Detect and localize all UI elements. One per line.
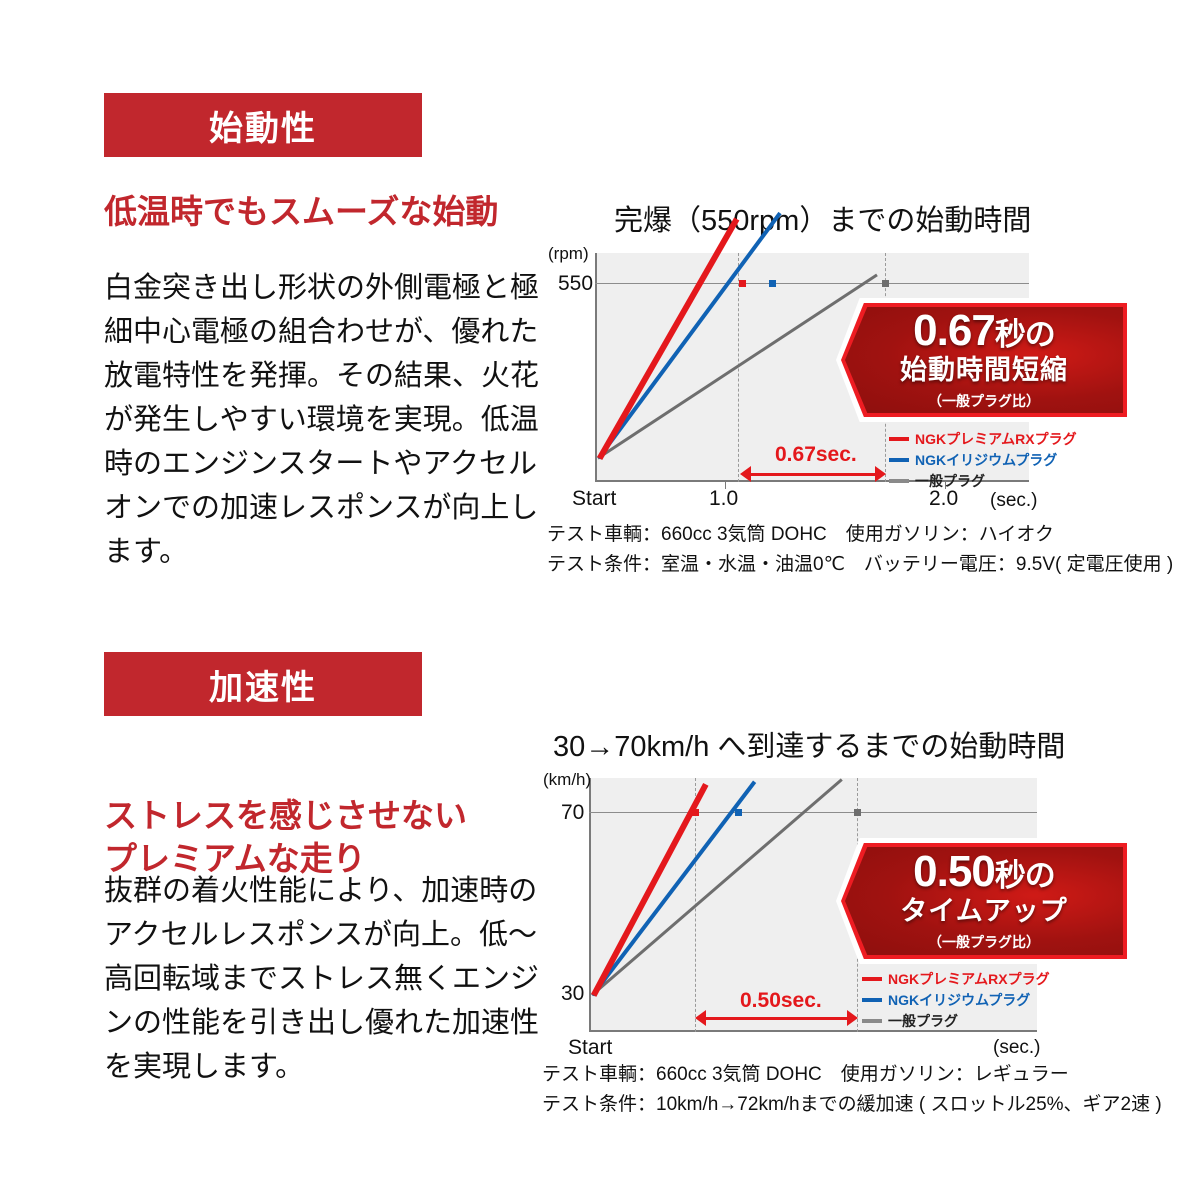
chart-1-arrow-label: 0.67sec.	[775, 443, 857, 466]
chart-2-callout-value-row: 0.50秒の	[913, 847, 1056, 897]
chart-1-point-premium-rx	[739, 280, 746, 287]
legend-label-general-2: 一般プラグ	[888, 1012, 958, 1029]
chart-2-xlabel-start: Start	[568, 1036, 613, 1059]
chart-1-y-axis-unit: (rpm)	[548, 244, 589, 263]
chart-1-callout-value-row: 0.67秒の	[913, 306, 1056, 356]
chart-2-gridline-rx	[695, 778, 696, 1032]
chart-1-xlabel-start: Start	[572, 487, 617, 510]
chart-2-arrow	[695, 1010, 858, 1026]
chart-1-xlabel-1: 1.0	[709, 487, 739, 510]
chart-2-callout-subtitle: タイムアップ	[900, 896, 1068, 927]
chart-1-note-conditions: テスト条件：室温・水温・油温0℃ バッテリー電圧：9.5V( 定電圧使用 )	[547, 554, 1174, 575]
section-tag-startability: 始動性	[104, 93, 422, 157]
body-text: 白金突き出し形状の外側電極と極細中心電極の組合わせが、優れた放電特性を発揮。その…	[104, 272, 540, 569]
section-body-startability: 白金突き出し形状の外側電極と極細中心電極の組合わせが、優れた放電特性を発揮。その…	[104, 266, 544, 575]
chart-1-arrow-line	[749, 473, 877, 476]
legend-item-general-2: 一般プラグ	[862, 1010, 1050, 1031]
chart-1-callout-value: 0.67	[913, 306, 996, 356]
legend-item-premium-rx: NGKプレミアムRXプラグ	[889, 428, 1077, 449]
legend-item-iridium: NGKイリジウムプラグ	[889, 449, 1077, 470]
chart-2-y-axis-unit: (km/h)	[543, 770, 592, 789]
body-text-2: 抜群の着火性能により、加速時のアクセルレスポンスが向上。低〜高回転域までストレス…	[104, 875, 540, 1084]
chart-2-note-vehicle: テスト車輌：660cc 3気筒 DOHC 使用ガソリン：レギュラー	[542, 1064, 1069, 1085]
legend-swatch-red-icon-2	[862, 976, 882, 981]
headline-text-2: ストレスを感じさせない プレミアムな走り	[104, 796, 467, 878]
chart-2-point-iridium	[735, 809, 742, 816]
chart-1-arrow-head-left	[740, 466, 751, 482]
chart-2-legend: NGKプレミアムRXプラグ NGKイリジウムプラグ 一般プラグ	[862, 968, 1050, 1031]
chart-2-threshold-line	[589, 812, 1037, 813]
chart-2-arrow-label: 0.50sec.	[740, 989, 822, 1012]
chart-title-2: 30→70km/h へ到達するまでの始動時間	[553, 731, 1066, 763]
chart-1-callout: 0.67秒の 始動時間短縮 （一般プラグ比）	[836, 298, 1132, 422]
chart-2-arrow-line	[704, 1017, 849, 1020]
chart-1-y-tick-550: 550	[558, 272, 594, 295]
chart-1-xlabel-2: 2.0	[929, 487, 959, 510]
chart-2-y-tick-70: 70	[561, 801, 585, 824]
legend-label-premium-rx-2: NGKプレミアムRXプラグ	[888, 970, 1050, 987]
chart-2-point-general	[854, 809, 861, 816]
chart-title-1: 完爆（550rpm）までの始動時間	[614, 205, 1032, 237]
chart-2-y-tick-30: 30	[561, 982, 585, 1005]
chart-1-x-axis-unit: (sec.)	[990, 490, 1038, 511]
section-tag-label-2: 加速性	[209, 668, 317, 707]
chart-1-callout-unit: 秒の	[994, 317, 1056, 353]
chart-2-callout-unit: 秒の	[994, 858, 1056, 894]
chart-1-threshold-line	[595, 283, 1029, 284]
legend-swatch-red-icon	[889, 436, 909, 441]
legend-item-iridium-2: NGKイリジウムプラグ	[862, 989, 1050, 1010]
chart-2-note-conditions: テスト条件：10km/h→72km/hまでの緩加速 ( スロットル25%、ギア2…	[542, 1094, 1162, 1115]
section-headline-acceleration: ストレスを感じさせない プレミアムな走り	[104, 750, 534, 881]
chart-2-callout: 0.50秒の タイムアップ （一般プラグ比）	[836, 838, 1132, 964]
chart-1-callout-body: 0.67秒の 始動時間短縮 （一般プラグ比）	[845, 307, 1123, 413]
chart-1-xtick-2	[945, 482, 946, 489]
legend-label-iridium-2: NGKイリジウムプラグ	[888, 991, 1031, 1008]
chart-2-arrow-head-right	[847, 1010, 858, 1026]
chart-1-legend: NGKプレミアムRXプラグ NGKイリジウムプラグ 一般プラグ	[889, 428, 1077, 491]
chart-1-arrow-head-right	[875, 466, 886, 482]
chart-2-callout-value: 0.50	[913, 847, 996, 897]
chart-1-callout-footnote: （一般プラグ比）	[928, 392, 1040, 409]
legend-item-general: 一般プラグ	[889, 470, 1077, 491]
legend-swatch-blue-icon	[889, 457, 909, 462]
chart-1-note-vehicle: テスト車輌：660cc 3気筒 DOHC 使用ガソリン：ハイオク	[547, 524, 1055, 545]
section-tag-acceleration: 加速性	[104, 652, 422, 716]
chart-2-point-premium-rx	[692, 809, 699, 816]
chart-1-gridline-1sec	[738, 253, 739, 482]
legend-label-premium-rx: NGKプレミアムRXプラグ	[915, 430, 1077, 447]
headline-text: 低温時でもスムーズな始動	[104, 193, 499, 230]
section-tag-label: 始動性	[209, 109, 317, 148]
legend-label-general: 一般プラグ	[915, 472, 985, 489]
chart-1-arrow	[740, 466, 886, 482]
legend-swatch-gray-icon-2	[862, 1018, 882, 1023]
chart-1-callout-subtitle: 始動時間短縮	[900, 355, 1068, 386]
chart-2-callout-footnote: （一般プラグ比）	[928, 933, 1040, 950]
chart-2-arrow-head-left	[695, 1010, 706, 1026]
section-body-acceleration: 抜群の着火性能により、加速時のアクセルレスポンスが向上。低〜高回転域までストレス…	[104, 869, 544, 1089]
section-headline-startability: 低温時でもスムーズな始動	[104, 190, 564, 234]
legend-label-iridium: NGKイリジウムプラグ	[915, 451, 1058, 468]
chart-1-point-iridium	[769, 280, 776, 287]
legend-swatch-blue-icon-2	[862, 997, 882, 1002]
legend-item-premium-rx-2: NGKプレミアムRXプラグ	[862, 968, 1050, 989]
chart-1-xtick-1	[725, 482, 726, 489]
chart-2-x-axis-unit: (sec.)	[993, 1037, 1041, 1058]
legend-swatch-gray-icon	[889, 478, 909, 483]
chart-1-point-general	[882, 280, 889, 287]
chart-2-callout-body: 0.50秒の タイムアップ （一般プラグ比）	[845, 847, 1123, 955]
